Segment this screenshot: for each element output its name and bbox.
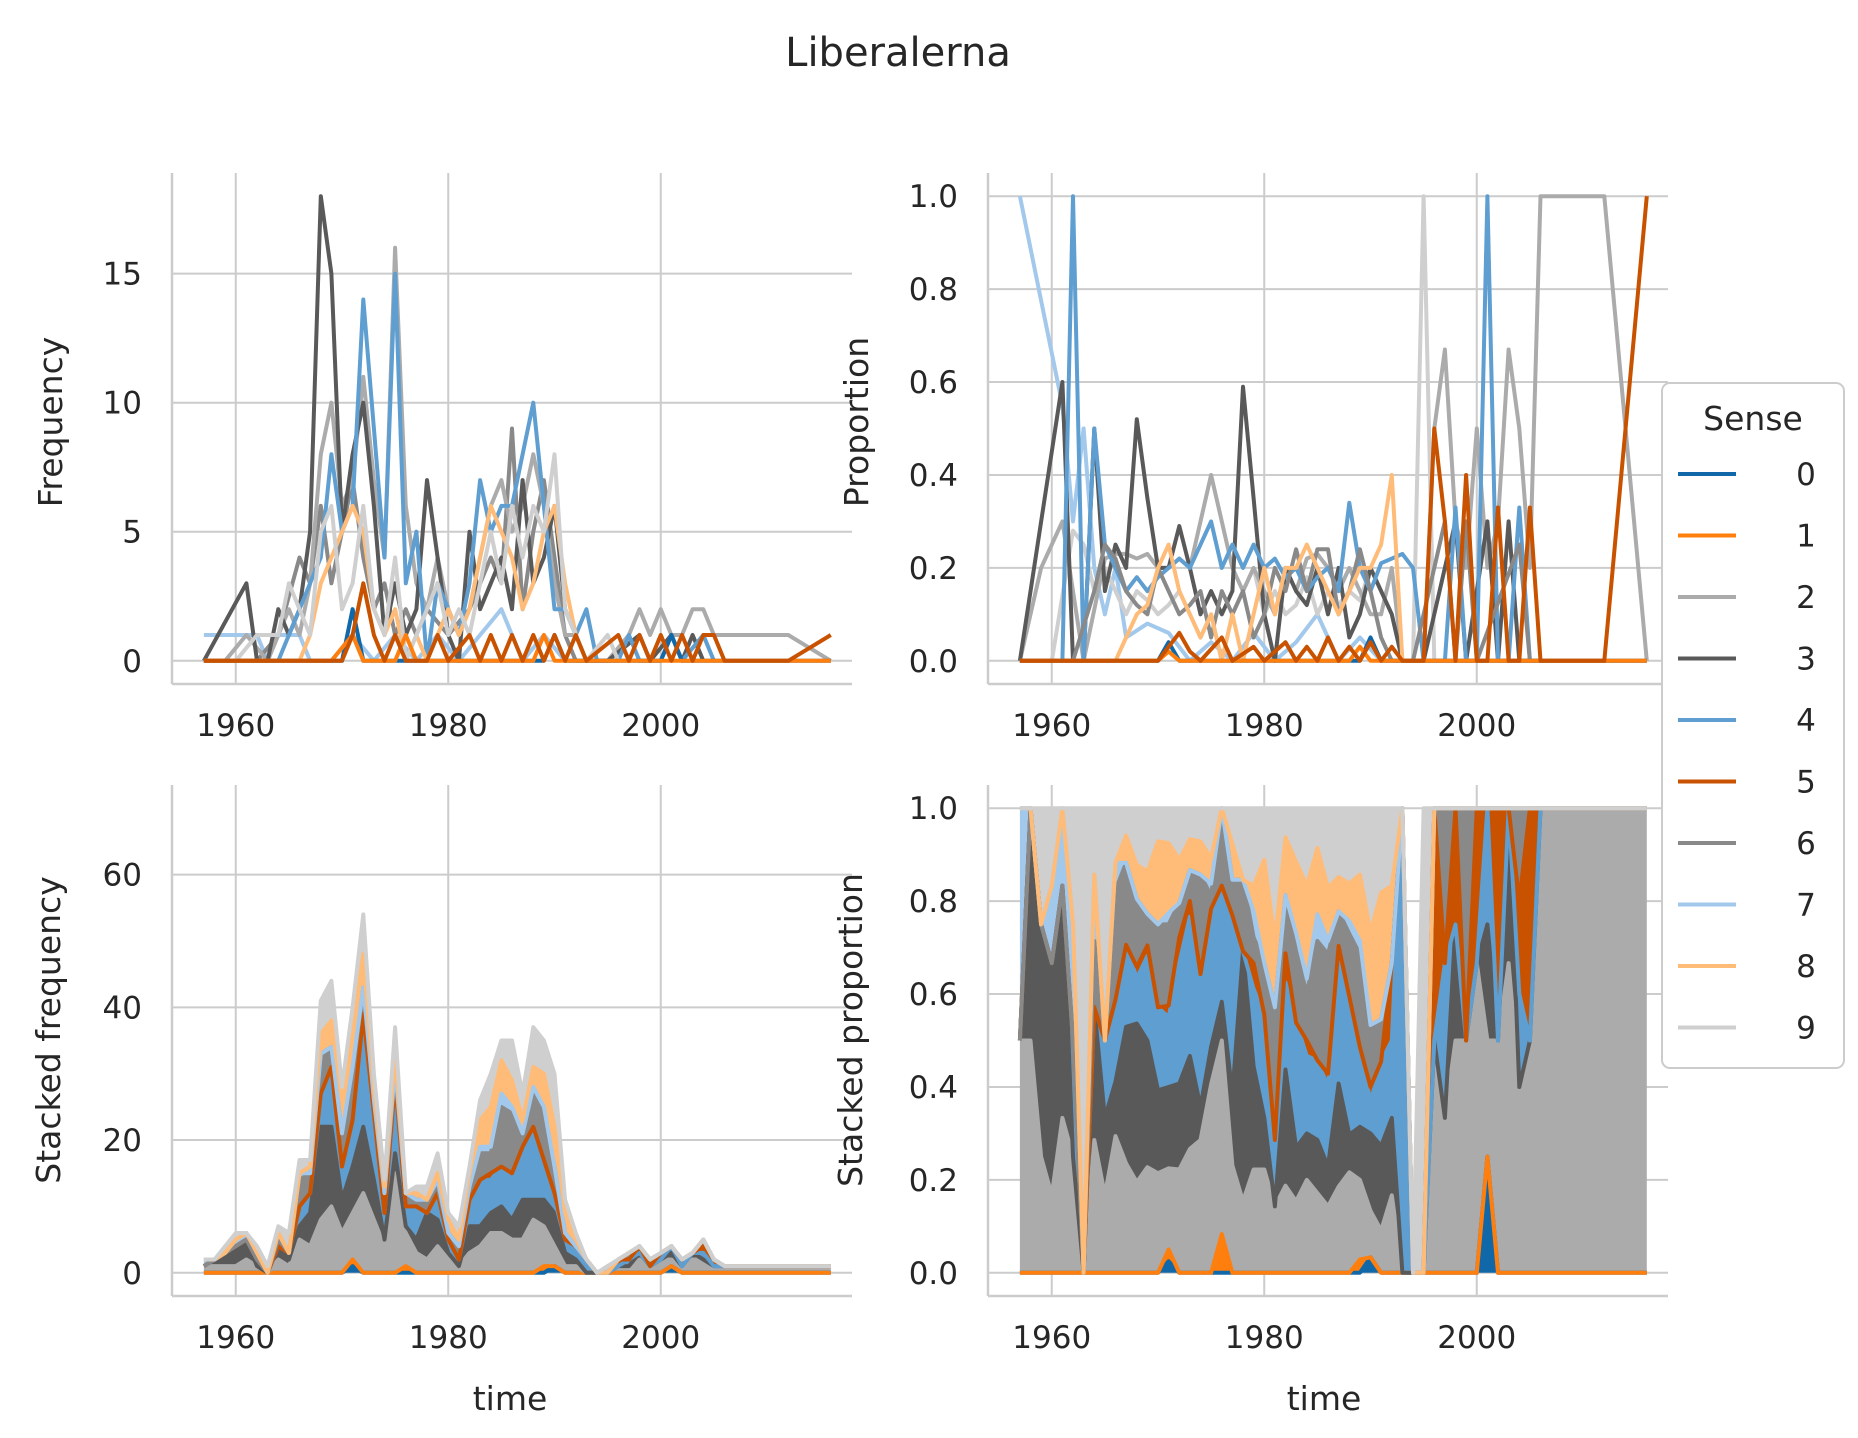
panel-stacked-proportion: Stacked proportion time 1960 1980 2000 0.0 0…: [831, 785, 1668, 1418]
legend-label: 2: [1796, 580, 1816, 616]
ylabel-stacked-frequency: Stacked frequency: [29, 876, 68, 1183]
y-tick-label: 0: [122, 644, 142, 680]
stack-area-2: [1019, 808, 1647, 1273]
stack-area-8: [203, 954, 831, 1273]
x-tick-label: 1980: [409, 1320, 488, 1356]
y-tick-label: 10: [103, 386, 142, 422]
series-line-3: [202, 194, 706, 663]
xlabel-stacked-frequency: time: [473, 1379, 548, 1418]
panel-stacked-frequency: Stacked frequency time 1960 1980 2000 0 20 40…: [29, 785, 852, 1418]
x-tick-label: 1960: [196, 708, 275, 744]
stack-area-8: [1019, 808, 1647, 1273]
series-lines: [202, 194, 832, 663]
y-tick-label: 0.6: [909, 365, 958, 401]
y-tick-label: 20: [103, 1123, 142, 1159]
stack-area-3: [1019, 808, 1647, 1273]
legend-entry-9: 9: [1678, 1011, 1816, 1047]
y-tick-label: 0.8: [909, 884, 958, 920]
legend: Sense 0 1 2 3 4 5 6 7 8 9: [1661, 382, 1845, 1069]
legend-label: 0: [1796, 457, 1816, 493]
x-tick-label: 1960: [196, 1320, 275, 1356]
stack-area-6: [203, 987, 831, 1273]
series-line-4: [203, 271, 716, 663]
legend-entry-0: 0: [1678, 457, 1816, 493]
legend-label: 6: [1796, 826, 1816, 862]
stack-area-0: [1019, 1156, 1647, 1273]
figure-title: Liberalerna: [785, 30, 1011, 76]
series-line-3: [1017, 380, 1541, 663]
stack-line-1: [1019, 1154, 1647, 1275]
stack-line-9: [203, 912, 831, 1275]
series-line-5: [203, 581, 832, 663]
series-line-8: [1019, 473, 1647, 663]
y-tick-label: 1.0: [909, 179, 958, 215]
legend-entry-1: 1: [1678, 519, 1816, 555]
y-tick-label: 0.2: [909, 551, 958, 587]
legend-entry-3: 3: [1678, 642, 1816, 678]
legend-entry-8: 8: [1678, 949, 1816, 985]
x-tick-label: 2000: [1437, 1320, 1516, 1356]
stack-line-9: [1019, 806, 1647, 1275]
y-tick-label: 40: [103, 990, 142, 1026]
stack-area-0: [203, 1266, 831, 1273]
xlabel-stacked-proportion: time: [1287, 1379, 1362, 1418]
legend-label: 3: [1796, 642, 1816, 678]
x-tick-label: 1980: [1225, 708, 1304, 744]
legend-label: 1: [1796, 519, 1816, 555]
x-tick-label: 1960: [1012, 1320, 1091, 1356]
stack-area-3: [203, 1126, 831, 1273]
x-tick-label: 2000: [1437, 708, 1516, 744]
legend-label: 5: [1796, 765, 1816, 801]
y-tick-label: 15: [103, 257, 142, 293]
x-tick-label: 2000: [621, 708, 700, 744]
series-lines: [1017, 194, 1649, 663]
legend-entry-7: 7: [1678, 888, 1816, 924]
y-tick-label: 0.0: [909, 1256, 958, 1292]
stack-areas: [202, 912, 831, 1275]
legend-entry-6: 6: [1678, 826, 1816, 862]
series-line-5: [1019, 196, 1649, 663]
y-tick-label: 0.4: [909, 458, 958, 494]
legend-label: 9: [1796, 1011, 1816, 1047]
panel-proportion: Proportion 1960 1980 2000 0.0 0.2 0.4 0.6 0.8 1.…: [837, 173, 1668, 744]
x-tick-label: 1980: [409, 708, 488, 744]
y-tick-label: 0.0: [909, 644, 958, 680]
ylabel-frequency: Frequency: [31, 337, 70, 507]
legend-title: Sense: [1703, 399, 1803, 438]
legend-label: 7: [1796, 888, 1816, 924]
stack-area-4: [203, 1033, 831, 1273]
legend-frame: [1661, 382, 1845, 1069]
series-line-9: [203, 452, 621, 663]
panel-frequency: Frequency 1960 1980 2000 0 5 10 15: [31, 173, 852, 744]
y-tick-label: 5: [122, 515, 142, 551]
legend-label: 4: [1796, 703, 1816, 739]
x-tick-label: 2000: [621, 1320, 700, 1356]
y-tick-label: 0.4: [909, 1070, 958, 1106]
x-tick-label: 1980: [1225, 1320, 1304, 1356]
y-tick-label: 60: [103, 858, 142, 894]
legend-entry-2: 2: [1678, 580, 1816, 616]
legend-entry-5: 5: [1678, 765, 1816, 801]
y-tick-label: 0: [122, 1256, 142, 1292]
stack-areas: [1017, 806, 1647, 1275]
stack-line-1: [203, 1257, 831, 1275]
legend-label: 8: [1796, 949, 1816, 985]
stack-area-6: [1019, 808, 1647, 1273]
x-tick-label: 1960: [1012, 708, 1091, 744]
ylabel-stacked-proportion: Stacked proportion: [831, 873, 870, 1187]
series-line-2: [203, 245, 832, 663]
y-tick-label: 0.6: [909, 977, 958, 1013]
y-tick-label: 0.8: [909, 272, 958, 308]
y-tick-label: 1.0: [909, 791, 958, 827]
legend-entry-4: 4: [1678, 703, 1816, 739]
y-tick-label: 0.2: [909, 1163, 958, 1199]
ylabel-proportion: Proportion: [837, 337, 876, 507]
